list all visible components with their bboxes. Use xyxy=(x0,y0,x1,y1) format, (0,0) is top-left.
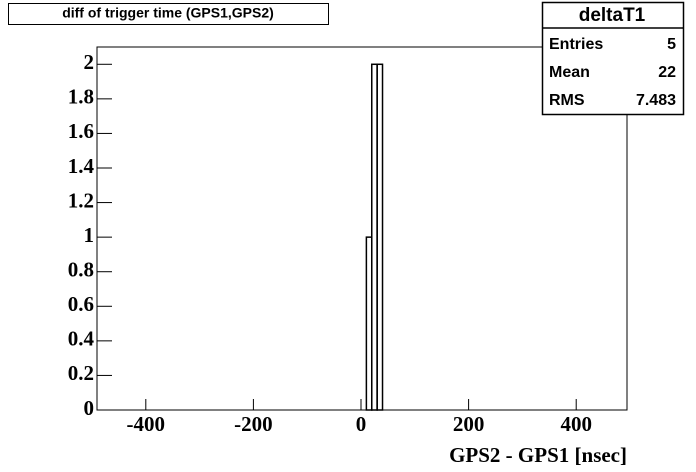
stats-value: 22 xyxy=(658,64,676,81)
y-tick-label: 1.2 xyxy=(68,188,94,212)
plot-frame xyxy=(96,46,628,411)
y-tick-label: 0.2 xyxy=(68,361,94,385)
histogram-bar xyxy=(376,63,384,411)
y-tick-label: 0.6 xyxy=(68,292,94,316)
title-box xyxy=(8,3,329,25)
y-tick-label: 0.4 xyxy=(68,327,95,351)
stats-box xyxy=(541,1,685,116)
stats-title: deltaT1 xyxy=(579,5,646,26)
x-tick-label: 0 xyxy=(356,412,367,436)
y-tick-label: 1 xyxy=(84,223,95,247)
x-tick-label: 400 xyxy=(560,412,592,436)
stats-label: Mean xyxy=(549,64,590,81)
x-axis-label: GPS2 - GPS1 [nsec] xyxy=(449,443,627,467)
stats-label: RMS xyxy=(549,92,585,109)
stats-label: Entries xyxy=(549,36,603,53)
chart-title: diff of trigger time (GPS1,GPS2) xyxy=(62,5,274,21)
stats-value: 7.483 xyxy=(636,92,676,109)
y-tick-label: 0 xyxy=(84,396,95,420)
y-tick-label: 1.6 xyxy=(68,119,94,143)
x-tick-label: -200 xyxy=(234,412,273,436)
x-tick-label: 200 xyxy=(453,412,485,436)
y-tick-label: 0.8 xyxy=(68,258,94,282)
y-tick-label: 1.4 xyxy=(68,154,95,178)
y-tick-label: 1.8 xyxy=(68,85,94,109)
x-tick-label: -400 xyxy=(127,412,166,436)
y-tick-label: 2 xyxy=(84,50,95,74)
stats-value: 5 xyxy=(667,36,676,53)
